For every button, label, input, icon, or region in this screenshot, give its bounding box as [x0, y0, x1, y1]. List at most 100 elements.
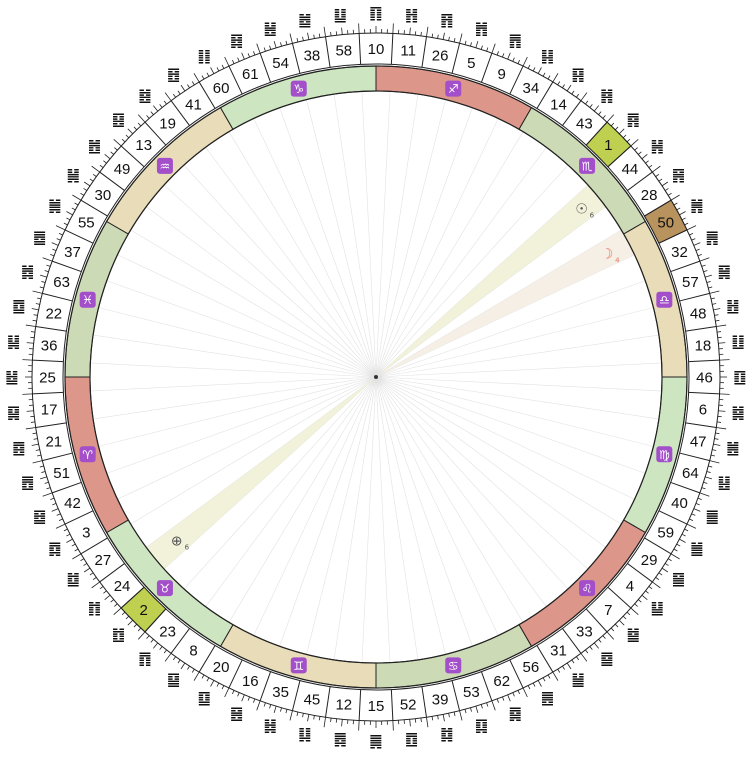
- tick-mark: [562, 84, 565, 89]
- hexagram-icon: ䷚: [733, 368, 746, 386]
- tick-mark: [80, 558, 85, 562]
- zodiac-badge-pisces: [79, 291, 96, 308]
- spoke-line: [375, 376, 635, 500]
- tick-mark: [667, 192, 672, 196]
- tick-mark: [409, 719, 411, 727]
- gate-label: 35: [272, 684, 289, 701]
- tick-mark: [296, 711, 299, 717]
- tick-mark: [330, 718, 332, 723]
- tick-mark: [302, 713, 304, 718]
- tick-mark: [330, 31, 332, 36]
- tick-mark: [448, 36, 450, 41]
- tick-mark: [693, 508, 701, 512]
- tick-mark: [187, 665, 190, 670]
- tick-mark: [273, 706, 277, 714]
- tick-mark: [193, 73, 200, 83]
- tick-mark: [256, 700, 261, 711]
- tick-mark: [35, 449, 40, 451]
- hexagram-icon: ䷰: [726, 439, 739, 457]
- spoke-line: [183, 376, 377, 590]
- spoke-line: [306, 376, 377, 655]
- zodiac-badge-capricorn: [290, 80, 307, 97]
- tick-mark: [318, 33, 321, 38]
- gate-divider: [80, 537, 108, 555]
- tick-mark: [110, 151, 114, 155]
- tick-mark: [571, 90, 575, 95]
- tick-mark: [237, 692, 240, 697]
- gate-divider: [42, 292, 73, 302]
- tick-mark: [703, 270, 708, 273]
- gate-label: 37: [64, 244, 81, 261]
- tick-mark: [341, 719, 343, 727]
- gate-divider: [390, 689, 394, 721]
- spoke-line: [279, 376, 377, 647]
- gate-label: 31: [550, 643, 567, 660]
- tick-mark: [224, 687, 230, 698]
- sagittarius-icon: ♐: [448, 82, 459, 96]
- tick-mark: [522, 687, 528, 698]
- hexagram-icon: ䷖: [369, 4, 382, 22]
- tick-mark: [241, 694, 245, 702]
- tick-mark: [618, 619, 625, 626]
- tick-mark: [566, 662, 572, 670]
- hexagram-icon: ䷯: [732, 404, 745, 422]
- zodiac-outer-circle: [64, 65, 688, 689]
- tick-mark: [710, 454, 716, 457]
- tick-mark: [113, 138, 122, 147]
- gate-divider: [144, 608, 167, 633]
- tick-mark: [125, 615, 130, 620]
- tick-mark: [507, 694, 511, 702]
- tick-mark: [159, 104, 163, 108]
- tick-mark: [164, 92, 172, 101]
- earth-line-number: 6: [185, 544, 190, 552]
- tick-mark: [80, 192, 85, 196]
- gate-label: 63: [53, 274, 70, 291]
- tick-mark: [307, 32, 310, 40]
- tick-mark: [296, 37, 299, 43]
- tick-mark: [626, 611, 631, 616]
- tick-mark: [715, 319, 720, 322]
- tick-mark: [232, 59, 235, 64]
- hexagram-icon: ䷕: [112, 111, 125, 129]
- gate-divider: [607, 145, 632, 168]
- tick-mark: [66, 533, 71, 537]
- gate-divider: [421, 686, 427, 718]
- tick-mark: [512, 57, 515, 62]
- tick-mark: [137, 114, 146, 123]
- tick-mark: [91, 581, 100, 589]
- gate-divider: [509, 65, 524, 95]
- tick-mark: [718, 342, 726, 344]
- tick-mark: [576, 656, 580, 661]
- spoke-line: [375, 91, 391, 378]
- spoke-line: [93, 334, 377, 378]
- leo-icon: ♌: [582, 582, 593, 596]
- tick-mark: [431, 716, 434, 721]
- tick-mark: [121, 611, 126, 616]
- tick-mark: [661, 567, 669, 573]
- gate-label: 7: [604, 602, 612, 619]
- tick-mark: [285, 709, 288, 714]
- spoke-line: [375, 376, 391, 663]
- tick-mark: [206, 677, 210, 682]
- gate-label: 17: [41, 402, 58, 419]
- gate-label: 25: [39, 370, 56, 387]
- hexagram-icon: ䷼: [12, 297, 25, 315]
- tick-mark: [593, 642, 599, 649]
- tick-mark: [634, 603, 638, 607]
- gate-divider: [562, 628, 582, 654]
- spoke-line: [183, 164, 377, 378]
- hexagram-icon: ䷫: [369, 732, 382, 750]
- tick-mark: [71, 207, 76, 211]
- tick-mark: [652, 581, 661, 589]
- gate-divider: [509, 659, 524, 689]
- tick-mark: [137, 122, 142, 127]
- tick-mark: [83, 567, 91, 573]
- gate-label: 58: [335, 43, 352, 60]
- tick-mark: [32, 460, 43, 464]
- zodiac-badge-aries: [79, 446, 96, 463]
- tick-mark: [664, 563, 669, 566]
- zodiac-badge-gemini: [290, 657, 307, 674]
- gate-label: 8: [189, 643, 197, 660]
- hexagram-icon: ䷊: [651, 599, 664, 617]
- tick-mark: [630, 138, 639, 147]
